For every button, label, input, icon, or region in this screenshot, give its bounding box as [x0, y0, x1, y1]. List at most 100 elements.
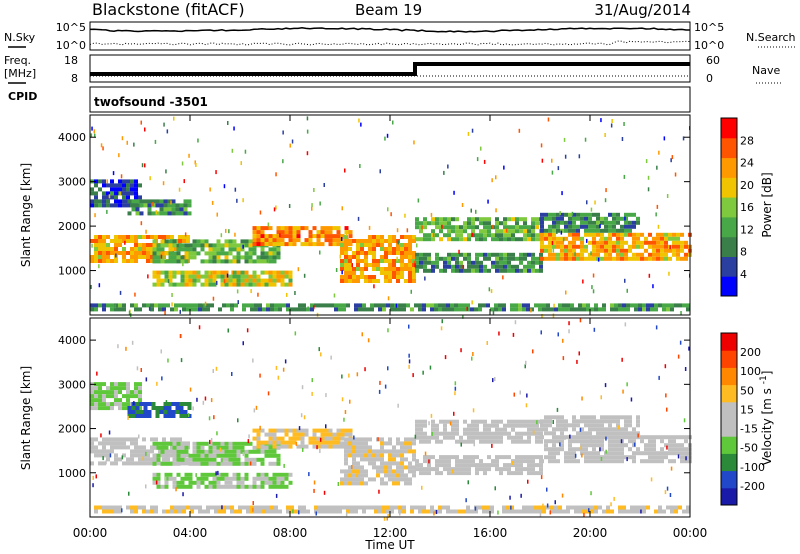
heatmap-cell [594, 505, 598, 510]
heatmap-cell [340, 477, 344, 482]
heatmap-cell [300, 436, 305, 441]
heatmap-cell [90, 445, 94, 450]
heatmap-cell [539, 252, 543, 257]
heatmap-cell [483, 439, 487, 444]
heatmap-speck [512, 332, 515, 337]
heatmap-cell [179, 414, 184, 418]
heatmap-cell [194, 307, 198, 312]
heatmap-speck [364, 367, 366, 372]
heatmap-cell [463, 471, 467, 476]
heatmap-cell [118, 445, 122, 450]
heatmap-cell [423, 459, 427, 464]
heatmap-cell [672, 248, 676, 253]
heatmap-cell [394, 505, 398, 510]
colorbar-swatch [721, 350, 737, 368]
heatmap-cell [608, 423, 612, 428]
heatmap-cell [408, 279, 412, 283]
heatmap-cell [544, 236, 548, 241]
heatmap-cell [276, 278, 281, 283]
heatmap-cell [462, 303, 466, 308]
heatmap-speck [483, 159, 486, 164]
heatmap-cell [660, 244, 664, 249]
heatmap-cell [200, 453, 205, 458]
heatmap-cell [592, 248, 596, 253]
heatmap-cell [408, 243, 412, 247]
heatmap-cell [544, 248, 548, 253]
heatmap-cell [531, 427, 535, 432]
heatmap-cell [187, 203, 192, 208]
heatmap-cell [576, 232, 580, 237]
heatmap-speck [223, 184, 226, 189]
heatmap-cell [608, 240, 612, 245]
heatmap-cell [168, 259, 173, 264]
heatmap-cell [268, 238, 273, 243]
heatmap-speck [337, 482, 340, 486]
heatmap-speck [556, 407, 559, 412]
heatmap-speck [652, 284, 654, 289]
heatmap-cell [170, 307, 174, 312]
heatmap-cell [592, 423, 596, 428]
heatmap-cell [672, 244, 676, 249]
heatmap-cell [414, 303, 418, 308]
heatmap-cell [538, 505, 542, 510]
heatmap-cell [660, 236, 664, 241]
heatmap-cell [280, 234, 285, 239]
heatmap-cell [250, 307, 254, 312]
heatmap-cell [348, 477, 352, 482]
heatmap-cell [502, 307, 506, 312]
heatmap-cell [491, 419, 495, 424]
heatmap-cell [380, 481, 384, 486]
heatmap-cell [419, 260, 423, 265]
heatmap-cell [110, 247, 114, 251]
heatmap-cell [471, 435, 475, 440]
heatmap-cell [443, 431, 447, 436]
heatmap-cell [450, 509, 454, 514]
heatmap-speck [283, 463, 285, 468]
heatmap-speck [604, 133, 606, 137]
heatmap-cell [98, 243, 102, 247]
heatmap-cell [626, 509, 630, 514]
heatmap-cell [380, 235, 384, 239]
heatmap-cell [467, 435, 471, 440]
heatmap-cell [164, 239, 169, 244]
heatmap-cell [380, 441, 384, 446]
colorbar-swatch [721, 470, 737, 489]
heatmap-cell [188, 457, 193, 462]
heatmap-cell [320, 234, 325, 239]
heatmap-cell [596, 423, 600, 428]
heatmap-cell [531, 264, 535, 269]
heatmap-cell [462, 509, 466, 514]
heatmap-cell [336, 242, 341, 247]
heatmap-cell [467, 260, 471, 265]
heatmap-cell [412, 263, 416, 267]
heatmap-cell [384, 275, 388, 279]
heatmap-cell [174, 303, 178, 308]
heatmap-cell [146, 509, 150, 514]
heatmap-cell [475, 427, 479, 432]
heatmap-cell [360, 275, 364, 279]
heatmap-cell [552, 212, 556, 217]
heatmap-cell [423, 237, 427, 242]
heatmap-cell [102, 445, 106, 450]
heatmap-cell [220, 461, 225, 466]
heatmap-speck [313, 488, 315, 493]
heatmap-cell [527, 225, 531, 230]
heatmap-cell [167, 203, 172, 208]
heatmap-cell [435, 435, 439, 440]
heatmap-speck [511, 461, 514, 465]
heatmap-cell [415, 463, 419, 468]
heatmap-cell [198, 307, 202, 312]
heatmap-cell [640, 240, 644, 245]
heatmap-cell [131, 414, 136, 418]
heatmap-cell [451, 427, 455, 432]
heatmap-cell [244, 274, 249, 279]
heatmap-cell [404, 251, 408, 255]
heatmap-cell [459, 225, 463, 230]
heatmap-cell [146, 453, 150, 458]
heatmap-cell [564, 256, 568, 261]
heatmap-cell [179, 410, 184, 414]
heatmap-cell [126, 195, 130, 200]
heatmap-cell [168, 282, 173, 287]
heatmap-cell [90, 449, 94, 454]
heatmap-speck [383, 516, 386, 521]
